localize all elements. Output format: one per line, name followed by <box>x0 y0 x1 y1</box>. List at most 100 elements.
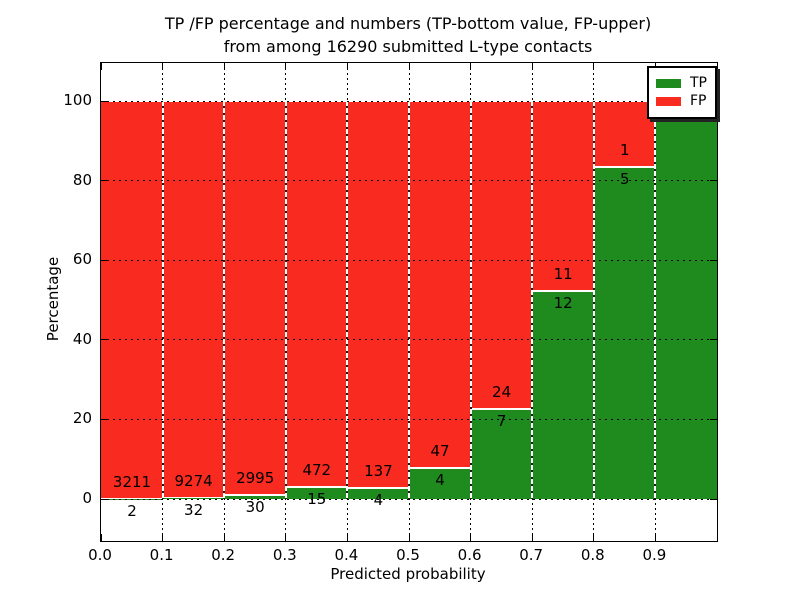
bar-segment-tp <box>224 495 286 499</box>
bar-segment-tp <box>532 291 594 499</box>
x-tick-mark <box>162 534 164 541</box>
bar-segment-tp <box>409 467 471 499</box>
x-tick-mark-top <box>716 63 718 70</box>
legend-item-tp: TP <box>656 76 707 91</box>
x-tick-mark-top <box>100 63 102 70</box>
chart-title-line1: TP /FP percentage and numbers (TP-bottom… <box>164 14 652 33</box>
x-tick-mark-top <box>531 63 533 70</box>
h-gridline <box>101 100 717 102</box>
y-tick-mark-right <box>710 418 717 420</box>
fp-swatch-icon <box>656 97 681 106</box>
y-tick-mark-right <box>710 180 717 182</box>
bar-label-fp: 9274 <box>174 471 213 490</box>
bar-segment-tp <box>347 487 409 499</box>
x-tick-mark-top <box>285 63 287 70</box>
bar-label-fp: 472 <box>302 460 332 479</box>
y-tick-mark <box>101 498 108 500</box>
bar-segment-tp <box>655 101 717 499</box>
y-tick-mark <box>101 180 108 182</box>
bar-label-fp: 3211 <box>112 472 152 491</box>
y-tick-label: 60 <box>72 250 92 269</box>
x-tick-mark <box>470 534 472 541</box>
chart-title-line2: from among 16290 submitted L-type contac… <box>223 37 593 56</box>
y-tick-mark-right <box>710 498 717 500</box>
bar-boundary-line <box>592 101 595 499</box>
bar-segment-fp <box>285 101 348 487</box>
bar-label-tp: 2 <box>127 501 137 520</box>
bar-boundary-line <box>469 101 472 499</box>
x-tick-mark-top <box>223 63 225 70</box>
x-tick-mark-top <box>593 63 595 70</box>
y-tick-mark <box>101 100 108 102</box>
legend-label: TP <box>690 75 707 91</box>
x-tick-label: 0.8 <box>580 546 605 564</box>
bar-label-tp: 12 <box>553 294 573 313</box>
x-tick-label: 0.9 <box>642 546 667 564</box>
y-axis-label: Percentage <box>44 256 62 342</box>
x-tick-mark <box>346 534 348 541</box>
bar-label-tp: 7 <box>496 412 507 431</box>
y-tick-label: 20 <box>72 409 92 428</box>
h-gridline <box>101 339 717 341</box>
x-tick-mark <box>408 534 410 541</box>
tp-swatch-icon <box>656 79 681 88</box>
x-tick-label: 0.1 <box>149 546 174 564</box>
bar-segment-tp <box>470 409 533 499</box>
bar-segment-tp <box>593 167 656 499</box>
x-tick-mark-top <box>346 63 348 70</box>
bar-segment-fp <box>532 101 594 292</box>
x-tick-mark <box>100 534 102 541</box>
bar-boundary-line <box>346 101 349 499</box>
bar-boundary-line <box>223 101 226 499</box>
bar-segment-fp <box>409 101 471 468</box>
x-tick-mark <box>285 534 287 541</box>
bar-label-tp: 30 <box>245 498 265 517</box>
bar-label-fp: 24 <box>492 383 512 402</box>
bar-boundary-line <box>284 101 287 499</box>
bar-boundary-line <box>654 101 657 499</box>
x-tick-mark-top <box>408 63 410 70</box>
x-axis-label: Predicted probability <box>330 565 486 583</box>
legend-item-fp: FP <box>656 94 707 109</box>
legend-label: FP <box>690 93 707 109</box>
x-tick-label: 0.4 <box>334 546 359 564</box>
chart-title: TP /FP percentage and numbers (TP-bottom… <box>8 12 800 58</box>
bar-label-fp: 1 <box>620 141 630 160</box>
bar-label-fp: 137 <box>364 461 393 480</box>
x-tick-mark <box>716 534 718 541</box>
bar-segment-fp <box>101 101 163 499</box>
bar-segment-tp <box>162 497 225 499</box>
x-tick-mark <box>593 534 595 541</box>
x-tick-mark <box>531 534 533 541</box>
h-gridline <box>101 259 717 261</box>
bar-boundary-line <box>531 101 534 499</box>
x-tick-mark <box>654 534 656 541</box>
h-gridline <box>101 498 717 500</box>
y-tick-mark-right <box>710 339 717 341</box>
bar-boundary-line <box>408 101 410 499</box>
h-gridline <box>101 418 717 420</box>
y-tick-label: 40 <box>72 329 92 348</box>
legend: TP FP <box>647 66 717 119</box>
bar-segment-fp <box>593 101 656 168</box>
bar-segment-tp <box>285 486 348 499</box>
x-tick-label: 0.6 <box>457 546 482 564</box>
plot-area: 321129274322995304721513744742471112157T… <box>100 62 718 542</box>
bar-label-tp: 15 <box>307 489 327 508</box>
x-tick-label: 0.0 <box>88 546 112 564</box>
bar-label-fp: 47 <box>430 441 450 460</box>
y-tick-mark <box>101 418 108 420</box>
y-tick-label: 80 <box>72 170 92 189</box>
bar-label-tp: 32 <box>184 500 204 519</box>
bar-label-fp: 2995 <box>236 469 275 488</box>
x-tick-label: 0.3 <box>272 546 297 564</box>
y-tick-label: 100 <box>63 91 92 109</box>
bar-segment-fp <box>347 101 409 488</box>
bar-label-tp: 4 <box>435 470 445 489</box>
h-gridline <box>101 180 717 182</box>
y-tick-mark-right <box>710 259 717 261</box>
x-tick-label: 0.5 <box>396 546 420 564</box>
bar-label-tp: 4 <box>373 490 384 509</box>
y-tick-mark <box>101 339 108 341</box>
